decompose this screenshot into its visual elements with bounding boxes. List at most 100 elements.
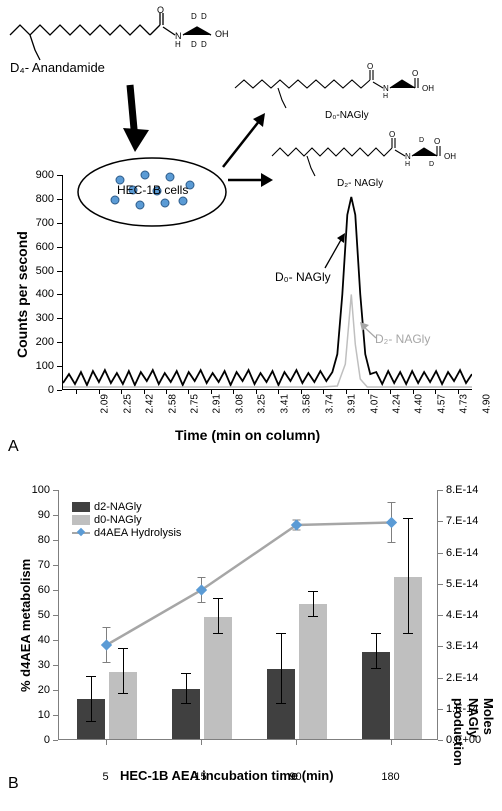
svg-text:OH: OH [215, 29, 229, 39]
legend-d0-text: d0-NAGly [94, 514, 142, 526]
x-tick-label-a: 3.58 [302, 394, 313, 413]
y-left-tick-label-b: 40 [38, 634, 50, 646]
legend-d0: d0-NAGly [72, 514, 181, 526]
y-right-tick-label-b: 5.E-14 [446, 578, 478, 590]
x-tick-label-a: 2.75 [190, 394, 201, 413]
y-right-tick-label-b: 8.E-14 [446, 484, 478, 496]
x-tick-label-a: 4.07 [369, 394, 380, 413]
legend-line-text: d4AEA Hydrolysis [94, 527, 181, 539]
x-tick-label-b: 180 [381, 771, 399, 783]
y-left-tick-label-b: 100 [32, 484, 50, 496]
x-tick-label-a: 2.91 [212, 394, 223, 413]
legend-b: d2-NAGly d0-NAGly d4AEA Hydrolysis [70, 498, 183, 542]
y-left-tick-label-b: 20 [38, 684, 50, 696]
x-tick-label-a: 2.42 [145, 394, 156, 413]
y-left-tick-label-b: 90 [38, 509, 50, 521]
y-axis-right-label-b: Moles NAGly production [451, 698, 496, 766]
legend-d2-text: d2-NAGly [94, 501, 142, 513]
svg-text:O: O [412, 69, 418, 78]
y-axis-label-a: Counts per second [14, 231, 30, 358]
legend-line-swatch [72, 528, 90, 538]
y-left-tick-label-b: 30 [38, 659, 50, 671]
svg-text:O: O [157, 5, 164, 15]
svg-text:D: D [191, 40, 197, 49]
d4-anandamide-label: D₄- Anandamide [10, 60, 105, 75]
panel-b: 0102030405060708090100 0.E+001.E-142.E-1… [0, 470, 502, 810]
d2-peak-label: D₂- NAGly [375, 332, 430, 346]
x-tick-label-a: 2.09 [100, 394, 111, 413]
svg-text:D: D [191, 12, 197, 21]
d0-peak-arrow [320, 230, 350, 270]
svg-text:H: H [405, 161, 410, 168]
x-axis-label-a: Time (min on column) [175, 427, 320, 443]
y-right-tick-label-b: 6.E-14 [446, 547, 478, 559]
d0-peak-label: D₀- NAGly [275, 270, 331, 284]
x-axis-a: 2.09 2.25 2.42 2.58 2.75 2.91 3.08 3.25 3.41 3.58… [62, 390, 472, 430]
panel-a-label: A [8, 438, 19, 456]
svg-text:N: N [383, 84, 389, 93]
y-tick-label-a: 0 [48, 384, 54, 396]
y-left-tick-label-b: 60 [38, 584, 50, 596]
x-axis-b: 51590180 [58, 740, 438, 765]
y-axis-left-label-b: % d4AEA metabolism [18, 559, 33, 692]
y-right-tick-label-b: 2.E-14 [446, 672, 478, 684]
x-tick-label-a: 4.40 [414, 394, 425, 413]
x-axis-label-b: HEC-1B AEA incubation time (min) [120, 768, 334, 783]
svg-text:OH: OH [444, 152, 456, 161]
chromatogram-traces [63, 175, 472, 389]
panel-a: O N H D D D D OH D₄- Anandamide [0, 0, 502, 460]
y-tick-label-a: 800 [36, 193, 54, 205]
x-tick-label-a: 2.58 [167, 394, 178, 413]
y-left-tick-label-b: 80 [38, 534, 50, 546]
y-tick-label-a: 400 [36, 288, 54, 300]
x-tick-label-a: 3.91 [347, 394, 358, 413]
y-tick-label-a: 200 [36, 336, 54, 348]
y-left-tick-label-b: 10 [38, 709, 50, 721]
chromatogram-chart [62, 175, 472, 390]
x-tick-label-a: 3.25 [257, 394, 268, 413]
svg-text:D: D [419, 137, 424, 144]
y-tick-label-a: 900 [36, 169, 54, 181]
y-right-tick-label-b: 3.E-14 [446, 640, 478, 652]
d2-peak-arrow [358, 320, 380, 342]
y-axis-a: 0100200300400500600700800900 [0, 175, 62, 390]
x-tick-label-a: 4.73 [459, 394, 470, 413]
x-tick-label-a: 4.90 [481, 394, 492, 413]
y-left-tick-label-b: 70 [38, 559, 50, 571]
arrow-to-cells [105, 80, 165, 160]
y-right-tick-label-b: 4.E-14 [446, 609, 478, 621]
x-tick-label-a: 3.74 [324, 394, 335, 413]
legend-d2: d2-NAGly [72, 501, 181, 513]
chem-structures: O N H D D D D OH D₄- Anandamide [5, 0, 495, 180]
svg-text:H: H [383, 93, 388, 100]
svg-text:O: O [434, 137, 440, 146]
x-tick-label-b: 5 [102, 771, 108, 783]
x-tick-label-a: 2.25 [122, 394, 133, 413]
y-tick-label-a: 100 [36, 360, 54, 372]
legend-d2-swatch [72, 502, 90, 512]
svg-text:D: D [201, 40, 207, 49]
svg-text:H: H [175, 40, 181, 49]
svg-text:N: N [405, 152, 411, 161]
x-tick-label-a: 3.41 [279, 394, 290, 413]
d4-anandamide-structure: O N H D D D D OH [5, 5, 255, 65]
y-tick-label-a: 700 [36, 217, 54, 229]
x-tick-label-a: 4.57 [436, 394, 447, 413]
y-left-tick-label-b: 0 [44, 734, 50, 746]
x-tick-label-a: 4.24 [391, 394, 402, 413]
y-right-tick-label-b: 7.E-14 [446, 515, 478, 527]
x-tick-label-a: 3.08 [234, 394, 245, 413]
y-tick-label-a: 300 [36, 312, 54, 324]
y-left-tick-label-b: 50 [38, 609, 50, 621]
panel-b-label: B [8, 775, 19, 793]
y-tick-label-a: 600 [36, 241, 54, 253]
d0-nagly-structure: O N H O OH [230, 60, 485, 115]
y-tick-label-a: 500 [36, 265, 54, 277]
legend-d0-swatch [72, 515, 90, 525]
svg-text:O: O [389, 130, 395, 139]
svg-text:OH: OH [422, 84, 434, 93]
svg-text:D: D [201, 12, 207, 21]
d0-nagly-top-label: D₀-NAGly [325, 110, 369, 121]
svg-text:D: D [429, 161, 434, 168]
legend-line: d4AEA Hydrolysis [72, 527, 181, 539]
